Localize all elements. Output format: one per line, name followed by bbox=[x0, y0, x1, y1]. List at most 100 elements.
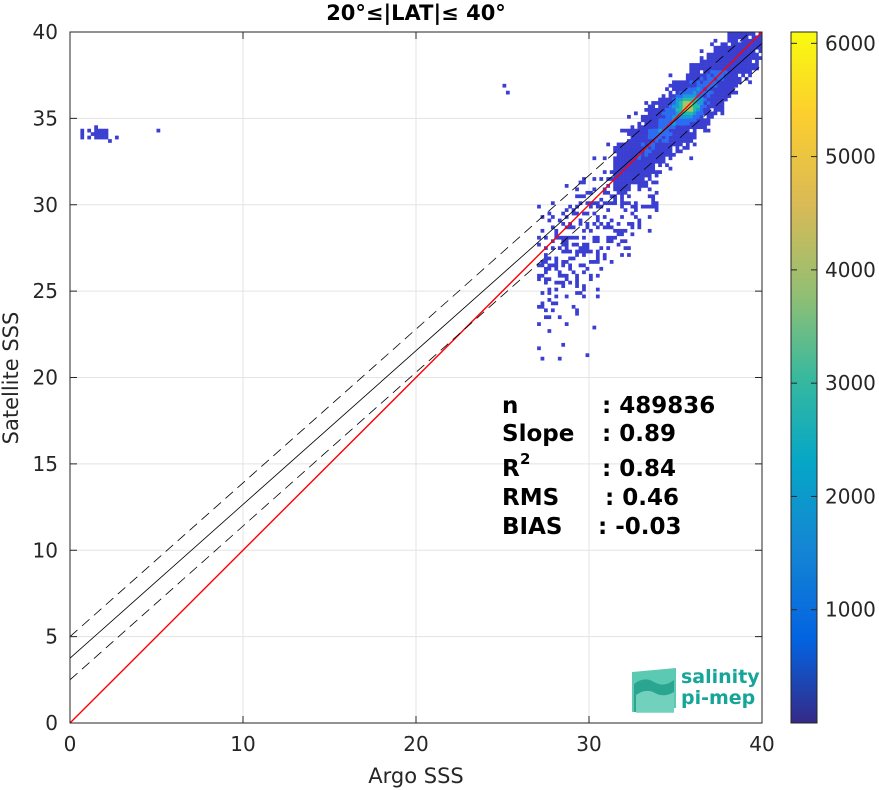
density-cell bbox=[668, 156, 673, 161]
density-cell bbox=[633, 170, 638, 174]
density-cell bbox=[606, 222, 611, 226]
density-cell bbox=[685, 135, 690, 140]
density-cell bbox=[654, 111, 659, 116]
density-cell bbox=[606, 246, 611, 250]
logo-line2: pi-mep bbox=[681, 687, 755, 709]
density-cell bbox=[675, 80, 680, 85]
density-cell bbox=[547, 287, 552, 292]
density-cell bbox=[633, 142, 638, 147]
salinity-pimep-logo: salinity pi-mep bbox=[632, 666, 760, 713]
density-cell bbox=[658, 101, 662, 105]
density-cell bbox=[647, 228, 652, 233]
density-cell bbox=[637, 173, 642, 178]
density-cell bbox=[564, 294, 569, 299]
regression-lines bbox=[70, 32, 762, 723]
density-cell bbox=[564, 322, 569, 326]
density-cell bbox=[644, 118, 649, 123]
density-cell bbox=[554, 301, 559, 306]
density-cell bbox=[633, 146, 638, 150]
density-cell bbox=[564, 235, 569, 240]
density-cell bbox=[706, 121, 711, 126]
density-cell bbox=[644, 184, 649, 188]
density-cell bbox=[544, 315, 548, 320]
density-cell bbox=[623, 201, 628, 206]
density-cell bbox=[748, 73, 752, 78]
density-cell bbox=[730, 87, 735, 92]
density-cell bbox=[751, 66, 756, 71]
density-cell bbox=[682, 83, 687, 88]
density-cell bbox=[717, 97, 721, 102]
density-cell bbox=[578, 291, 583, 295]
density-cell bbox=[720, 49, 725, 54]
density-cell bbox=[723, 80, 728, 85]
density-cell bbox=[703, 63, 707, 67]
density-cell bbox=[620, 239, 624, 244]
density-cell bbox=[723, 97, 728, 102]
density-cell bbox=[710, 114, 714, 119]
density-cell bbox=[734, 35, 739, 40]
density-cell bbox=[748, 52, 752, 57]
density-cell bbox=[609, 194, 614, 199]
density-cell bbox=[647, 108, 652, 112]
density-cell bbox=[561, 260, 566, 264]
density-cell bbox=[699, 76, 704, 81]
x-tick-label: 30 bbox=[576, 732, 601, 756]
density-cell bbox=[730, 52, 735, 57]
density-cell bbox=[699, 83, 704, 88]
density-cell bbox=[630, 166, 635, 171]
y-tick-label: 15 bbox=[33, 452, 58, 476]
density-cell bbox=[547, 266, 552, 271]
density-cell bbox=[582, 253, 586, 257]
density-cell bbox=[658, 108, 662, 112]
density-cell bbox=[737, 66, 742, 71]
density-cell bbox=[623, 173, 628, 178]
density-cell bbox=[723, 49, 728, 54]
density-cell bbox=[623, 159, 628, 164]
stat-rms-value: : 0.46 bbox=[605, 485, 679, 511]
density-cell bbox=[627, 114, 631, 119]
x-tick-label: 10 bbox=[230, 732, 255, 756]
density-cell bbox=[613, 235, 617, 240]
density-cell bbox=[723, 45, 728, 50]
density-cell bbox=[703, 111, 707, 116]
density-cell bbox=[689, 76, 694, 81]
density-cell bbox=[727, 35, 732, 40]
density-cell bbox=[616, 228, 621, 233]
density-cell bbox=[720, 73, 725, 78]
density-cell bbox=[654, 180, 659, 185]
density-cell bbox=[730, 32, 735, 36]
density-cell bbox=[640, 114, 645, 119]
density-cell bbox=[637, 156, 642, 161]
density-cell bbox=[696, 121, 701, 126]
density-cell bbox=[616, 163, 621, 168]
density-cell bbox=[665, 108, 669, 112]
density-cell bbox=[554, 232, 559, 237]
density-cell bbox=[537, 242, 541, 247]
density-cell bbox=[748, 32, 752, 36]
density-cell bbox=[101, 135, 105, 140]
density-cell bbox=[620, 194, 624, 199]
density-cell bbox=[737, 59, 742, 64]
density-cell bbox=[678, 101, 683, 105]
density-cell bbox=[623, 246, 628, 250]
density-cell bbox=[550, 225, 555, 230]
density-cell bbox=[710, 59, 714, 64]
density-cell bbox=[696, 73, 701, 78]
density-cell bbox=[737, 42, 742, 47]
density-cell bbox=[744, 35, 749, 40]
density-cell bbox=[665, 121, 669, 126]
density-cell bbox=[582, 246, 586, 250]
density-cell bbox=[613, 180, 617, 185]
density-cell bbox=[97, 135, 102, 140]
density-cell bbox=[647, 204, 652, 209]
density-cell bbox=[637, 225, 642, 230]
density-cell bbox=[616, 187, 621, 192]
density-cell bbox=[668, 146, 673, 150]
density-cell bbox=[544, 256, 548, 261]
density-cell bbox=[682, 94, 687, 98]
density-cell bbox=[654, 208, 659, 212]
density-cell bbox=[647, 114, 652, 119]
density-cell bbox=[620, 152, 624, 157]
density-cell bbox=[640, 163, 645, 168]
density-cell bbox=[575, 311, 579, 316]
